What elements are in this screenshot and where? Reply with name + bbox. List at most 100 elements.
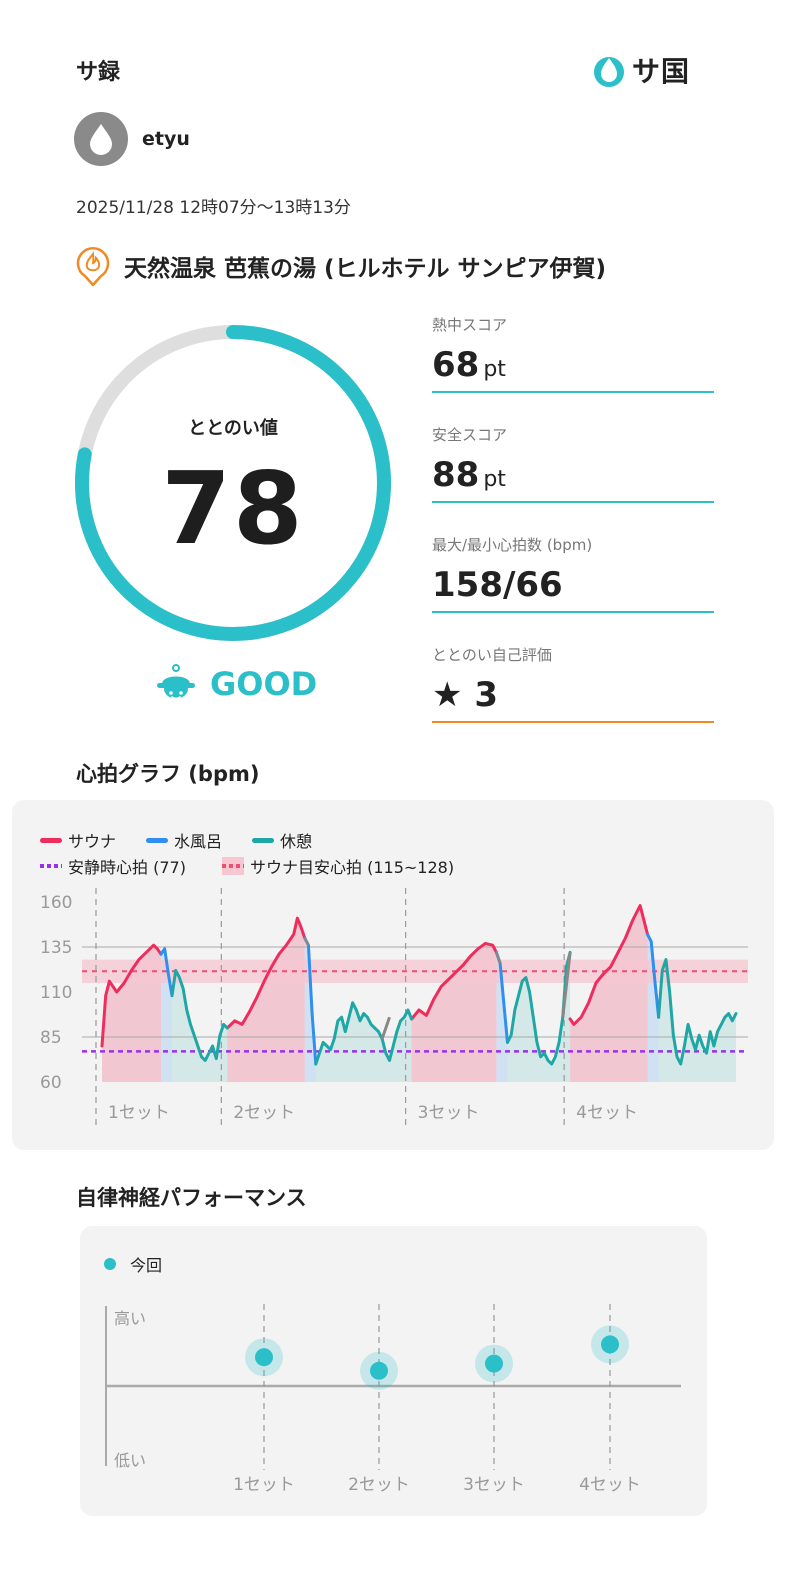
legend-label: 水風呂 (174, 832, 223, 851)
transition-line (380, 1016, 391, 1040)
area-1 (496, 952, 508, 1082)
series-line-サウナ (100, 943, 163, 1048)
metric-number: 68 (432, 345, 480, 385)
metric-heart-rate-range: 最大/最小心拍数 (bpm) 158/66 (432, 534, 714, 613)
brand-logo: サ国 (592, 50, 690, 90)
location-flame-icon (76, 247, 110, 287)
series-line-サウナ (568, 904, 650, 1026)
facility-row[interactable]: 天然温泉 芭蕉の湯 (ヒルホテル サンピア伊賀) (74, 245, 606, 287)
y-tick-label: 85 (40, 1028, 62, 1048)
y-tick-label: 110 (40, 983, 72, 1003)
set-label: 4セット (576, 1103, 638, 1123)
set-label: 2セット (233, 1103, 295, 1123)
totonoi-rating: GOOD (154, 662, 317, 706)
username[interactable]: etyu (142, 128, 190, 150)
metric-number: 158/66 (432, 565, 563, 605)
legend-label: 今回 (130, 1256, 163, 1275)
metric-safety-score: 安全スコア 88 pt (432, 424, 714, 503)
autonomic-card (80, 1226, 707, 1516)
metric-number: 3 (474, 675, 498, 715)
set-label: 3セット (418, 1103, 480, 1123)
app-title: サ録 (76, 60, 121, 85)
y-low-label: 低い (114, 1451, 146, 1470)
data-point (485, 1354, 503, 1373)
legend-rest: 休憩 (252, 828, 312, 852)
metric-label: ととのい自己評価 (432, 646, 552, 664)
legend-target-hr: サウナ目安心拍 (115~128) (222, 854, 454, 878)
metric-value: 88 pt (432, 455, 714, 501)
legend-label: サウナ目安心拍 (115~128) (250, 858, 455, 877)
series-line-サウナ (410, 941, 498, 1021)
series-line-休憩 (505, 950, 572, 1066)
gauge-progress (75, 325, 391, 641)
divider (432, 721, 714, 723)
y-high-label: 高い (114, 1309, 146, 1328)
divider (432, 501, 714, 503)
legend-swatch (252, 837, 274, 843)
series-line-水風呂 (646, 932, 661, 1019)
metric-label: 熱中スコア (432, 316, 508, 334)
area-0 (227, 918, 305, 1082)
heart-rate-title: 心拍グラフ (bpm) (76, 762, 260, 786)
series-line-休憩 (170, 968, 229, 1062)
metric-heat-score: 熱中スコア 68 pt (432, 314, 714, 393)
area-2 (507, 952, 571, 1082)
area-0 (570, 905, 648, 1082)
water-drop-icon (90, 124, 112, 155)
session-datetime: 2025/11/28 12時07分〜13時13分 (76, 198, 351, 218)
y-tick-label: 135 (40, 938, 72, 958)
legend-swatch (40, 837, 62, 843)
water-drop-icon (594, 57, 624, 87)
series-line-休憩 (314, 1001, 414, 1066)
set-label: 4セット (579, 1475, 641, 1495)
legend-marker (104, 1258, 116, 1270)
y-tick-label: 160 (40, 893, 72, 913)
set-label: 1セット (108, 1103, 170, 1123)
data-point (370, 1361, 388, 1380)
area-2 (315, 1002, 412, 1082)
avatar[interactable] (74, 112, 128, 166)
set-label: 2セット (348, 1475, 410, 1495)
transition-line (561, 952, 572, 1018)
legend-swatch (40, 864, 62, 868)
data-point (255, 1348, 273, 1367)
facility-name[interactable]: 天然温泉 芭蕉の湯 (ヒルホテル サンピア伊賀) (124, 256, 607, 282)
brand-name: サ国 (632, 55, 691, 88)
metric-value: 158/66 (432, 565, 714, 611)
series-line-サウナ (225, 916, 307, 1030)
sauna-hat-face-icon (157, 664, 195, 700)
legend-swatch (146, 837, 168, 843)
heart-rate-chart: 160 135 110 85 60 1セット 2セット 3セット 4セット (40, 888, 748, 1128)
transition-line (303, 937, 310, 946)
metric-unit: pt (483, 357, 506, 382)
metric-number: 88 (432, 455, 480, 495)
set-label: 3セット (463, 1475, 525, 1495)
autonomic-title: 自律神経パフォーマンス (76, 1186, 307, 1210)
legend-sauna: サウナ (40, 828, 116, 852)
rating-text: GOOD (210, 665, 318, 703)
y-tick-label: 60 (40, 1073, 62, 1093)
divider (432, 611, 714, 613)
legend-label: サウナ (68, 832, 117, 851)
metric-unit: pt (483, 467, 506, 492)
data-point (601, 1335, 619, 1354)
transition-line (494, 951, 502, 964)
set-label: 1セット (233, 1475, 295, 1495)
divider (432, 391, 714, 393)
legend-resting-hr: 安静時心拍 (77) (40, 854, 186, 878)
metric-label: 安全スコア (432, 426, 508, 444)
metric-value: 68 pt (432, 345, 714, 391)
autonomic-legend: 今回 (104, 1252, 162, 1276)
totonoi-value: 78 (161, 450, 305, 567)
legend-cold-bath: 水風呂 (146, 828, 222, 852)
legend-swatch (222, 857, 244, 875)
legend-label: 休憩 (280, 832, 313, 851)
metric-label: 最大/最小心拍数 (bpm) (432, 536, 593, 554)
legend-label: 安静時心拍 (77) (68, 858, 186, 877)
series-line-水風呂 (159, 947, 174, 998)
star-icon: ★ (432, 675, 475, 715)
metric-self-rating: ととのい自己評価 ★ 3 (432, 644, 714, 723)
metric-value: ★ 3 (432, 675, 714, 721)
series-line-休憩 (657, 958, 738, 1066)
